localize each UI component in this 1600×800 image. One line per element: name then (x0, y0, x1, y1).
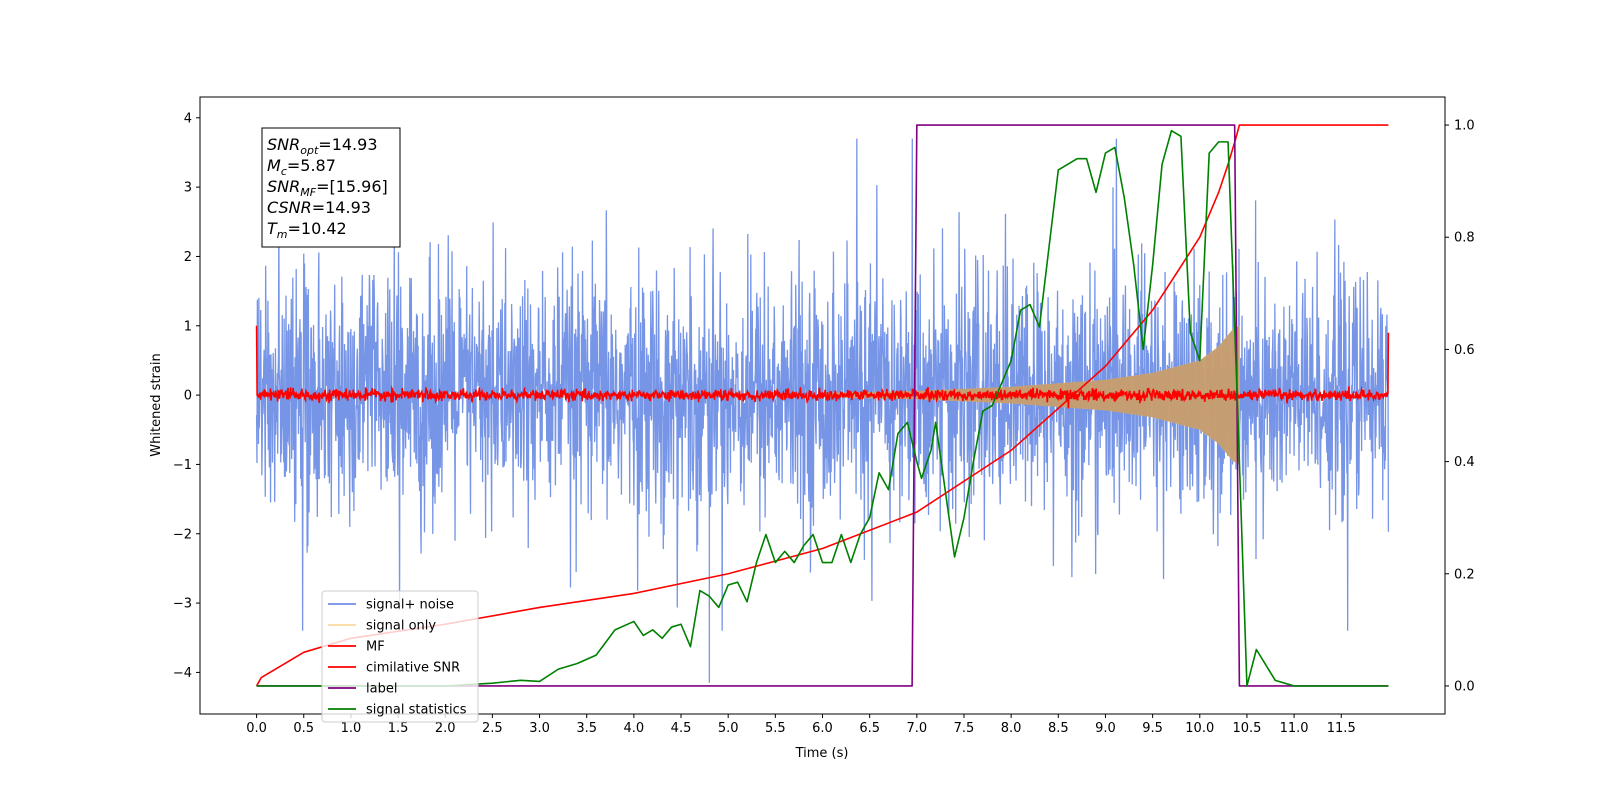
stats-value: =5.87 (287, 156, 336, 175)
y-axis-left: 4 3 2 1 0 −1 −2 −3 −4 (173, 111, 200, 681)
x-tick-label: 5.5 (765, 721, 786, 736)
y-right-tick-label: 1.0 (1454, 119, 1475, 134)
x-tick-label: 2.0 (435, 721, 456, 736)
legend-label: label (366, 682, 397, 697)
x-tick-label: 6.0 (812, 721, 833, 736)
legend-label: MF (366, 640, 385, 655)
stats-symbol: M (267, 156, 281, 175)
x-tick-label: 8.5 (1048, 721, 1069, 736)
x-tick-label: 4.0 (624, 721, 645, 736)
x-tick-label: 7.0 (906, 721, 927, 736)
y-axis-right: 1.0 0.8 0.6 0.4 0.2 0.0 (1445, 119, 1475, 694)
x-tick-label: 1.5 (388, 721, 409, 736)
legend: signal+ noise signal only MF cimilative SNR… (321, 590, 479, 723)
stats-box: SNRopt=14.93Mc=5.87SNRMF=[15.96]CSNR=14.… (261, 127, 401, 248)
y-axis-left-label: Whitened strain (149, 353, 164, 456)
x-tick-label: 4.5 (671, 721, 692, 736)
stats-subscript: m (277, 228, 288, 241)
x-tick-label: 6.5 (859, 721, 880, 736)
stats-subscript: c (281, 165, 287, 178)
x-axis-label: Time (s) (795, 746, 849, 761)
y-left-tick-label: −2 (173, 527, 192, 542)
x-tick-label: 3.5 (576, 721, 597, 736)
x-tick-label: 9.0 (1095, 721, 1116, 736)
series-signal-statistics (256, 129, 1389, 687)
y-left-tick-label: −3 (173, 597, 192, 612)
stats-box-frame (261, 127, 401, 248)
stats-symbol: SNR (267, 135, 300, 154)
stats-line: Tm=10.42 (267, 219, 347, 241)
x-tick-label: 0.5 (293, 721, 314, 736)
x-tick-label: 8.0 (1001, 721, 1022, 736)
stats-value: =14.93 (318, 135, 377, 154)
series-label (256, 124, 1389, 687)
stats-subscript: opt (300, 144, 319, 157)
y-right-tick-label: 0.6 (1454, 343, 1475, 358)
stats-symbol: T (267, 219, 278, 238)
stats-value: =14.93 (312, 198, 371, 217)
x-tick-label: 2.5 (482, 721, 503, 736)
y-right-tick-label: 0.2 (1454, 567, 1475, 582)
x-tick-label: 0.0 (246, 721, 267, 736)
legend-label: signal+ noise (366, 598, 454, 613)
x-tick-label: 7.5 (954, 721, 975, 736)
stats-line: CSNR=14.93 (267, 198, 371, 217)
legend-frame (321, 590, 479, 723)
y-left-tick-label: 3 (184, 181, 192, 196)
stats-symbol: SNR (267, 177, 300, 196)
y-left-tick-label: 1 (184, 319, 192, 334)
legend-label: cimilative SNR (366, 661, 460, 676)
stats-symbol: CSNR (267, 198, 312, 217)
y-right-tick-label: 0.4 (1454, 455, 1475, 470)
y-left-tick-label: 0 (184, 389, 192, 404)
legend-label: signal statistics (366, 703, 467, 718)
series-mf (255, 325, 1390, 409)
y-left-tick-label: −4 (173, 666, 192, 681)
y-right-tick-label: 0.0 (1454, 679, 1475, 694)
stats-value: =10.42 (288, 219, 347, 238)
x-tick-label: 5.0 (718, 721, 739, 736)
y-left-tick-label: −1 (173, 458, 192, 473)
series-layer (255, 124, 1390, 687)
stats-line: SNRMF=[15.96] (267, 177, 388, 199)
y-right-tick-label: 0.8 (1454, 231, 1475, 246)
x-tick-label: 3.0 (529, 721, 550, 736)
legend-label: signal only (366, 619, 436, 634)
x-tick-label: 11.5 (1327, 721, 1356, 736)
stats-line: SNRopt=14.93 (267, 135, 378, 157)
stats-line: Mc=5.87 (267, 156, 336, 178)
stats-value: =[15.96] (316, 177, 388, 196)
x-tick-label: 10.5 (1232, 721, 1261, 736)
x-tick-label: 10.0 (1185, 721, 1214, 736)
y-left-tick-label: 2 (184, 250, 192, 265)
x-tick-label: 9.5 (1142, 721, 1163, 736)
y-left-tick-label: 4 (184, 111, 192, 126)
stats-subscript: MF (300, 186, 316, 199)
x-tick-label: 11.0 (1280, 721, 1309, 736)
x-tick-label: 1.0 (341, 721, 362, 736)
